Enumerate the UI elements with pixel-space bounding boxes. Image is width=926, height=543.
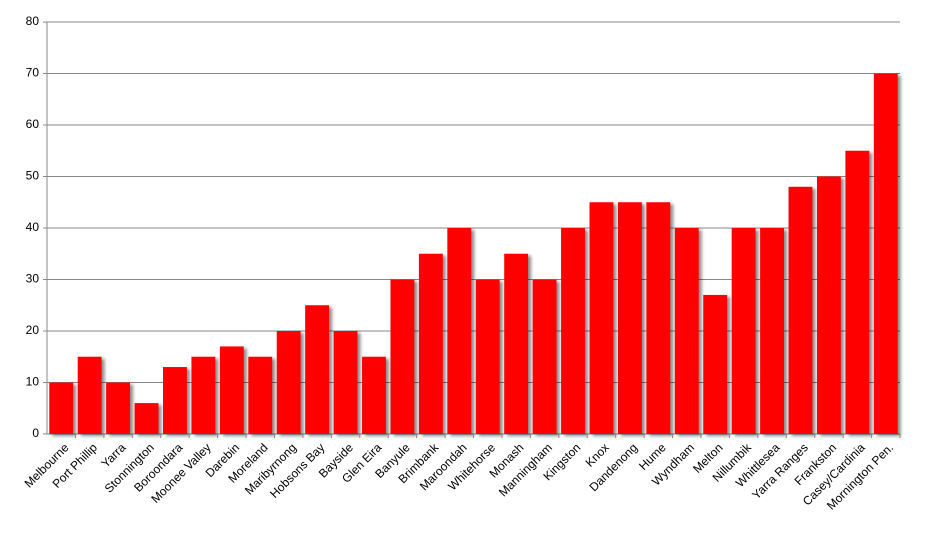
bar <box>447 228 472 434</box>
y-tick-label: 60 <box>26 117 40 131</box>
bar <box>106 382 131 434</box>
bar <box>646 202 671 434</box>
bar <box>276 331 301 434</box>
bar <box>617 202 642 434</box>
y-tick-label: 70 <box>26 66 40 80</box>
bar <box>418 253 443 434</box>
bar <box>845 150 870 434</box>
y-tick-label: 80 <box>26 14 40 28</box>
y-tick-label: 30 <box>26 272 40 286</box>
bar <box>475 279 500 434</box>
bar <box>760 228 784 434</box>
y-tick-label: 20 <box>26 323 40 337</box>
bar <box>873 73 898 434</box>
bar <box>77 356 102 434</box>
bar <box>163 367 187 434</box>
bar <box>703 294 728 434</box>
bar <box>134 403 159 434</box>
bar <box>49 382 74 434</box>
bar <box>532 279 557 434</box>
bar <box>816 176 841 434</box>
y-tick-label: 0 <box>32 426 39 440</box>
bar <box>362 356 386 434</box>
y-tick-label: 50 <box>26 169 40 183</box>
bar <box>589 202 614 434</box>
bar <box>788 186 813 434</box>
bar <box>305 305 330 434</box>
bar <box>248 356 273 434</box>
bar <box>191 356 216 434</box>
bar <box>504 253 529 434</box>
bar <box>333 331 358 434</box>
y-tick-label: 40 <box>26 220 40 234</box>
bar <box>561 228 585 434</box>
bar <box>674 228 699 434</box>
bar <box>390 279 415 434</box>
y-tick-label: 10 <box>26 375 40 389</box>
bar <box>219 346 244 434</box>
bar <box>731 228 756 434</box>
